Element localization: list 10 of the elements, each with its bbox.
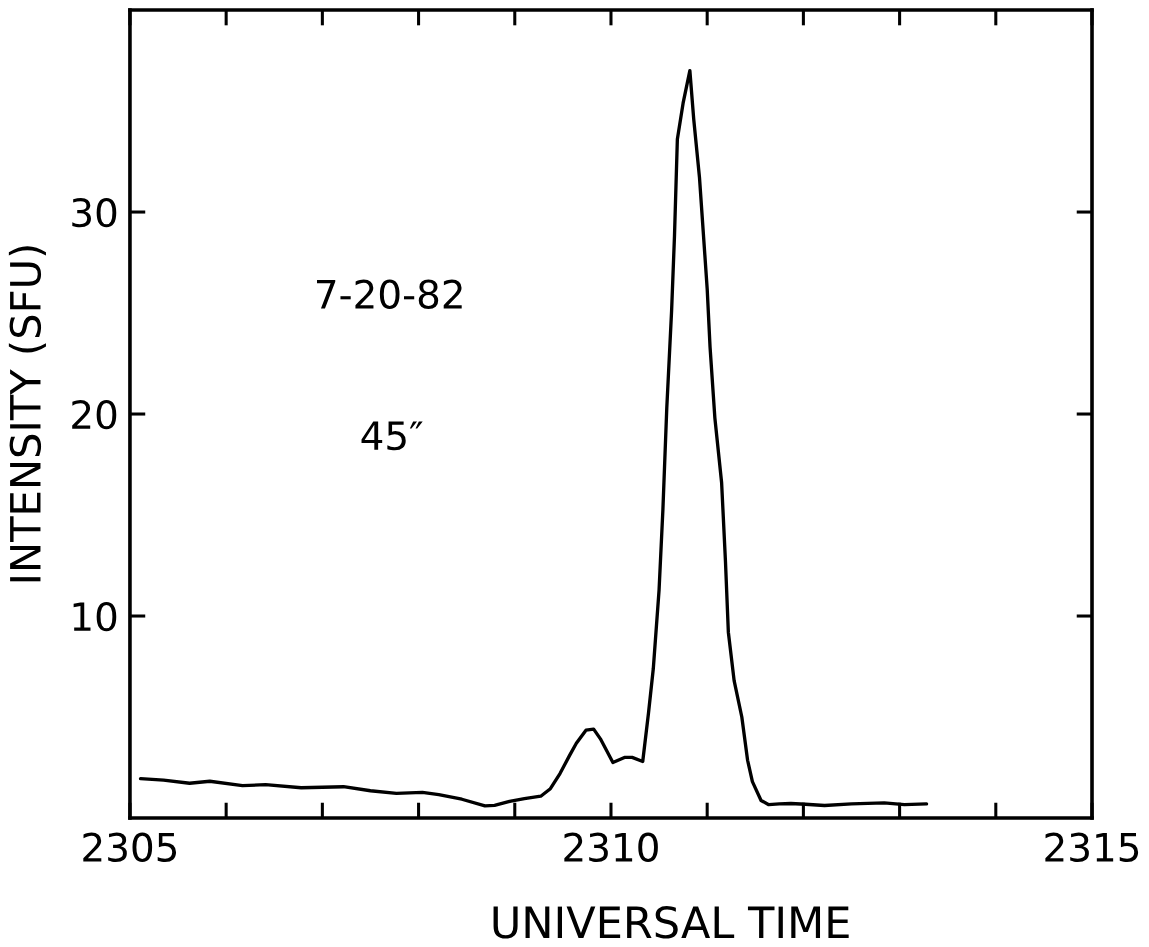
y-tick-label: 20 (72, 399, 117, 430)
y-tick-label: 10 (73, 601, 117, 632)
x-axis-title: UNIVERSAL TIME (493, 906, 849, 939)
y-tick-label: 30 (72, 197, 117, 228)
annotation: 7-20-82 (317, 279, 462, 309)
x-tick-label: 2305 (83, 832, 177, 863)
y-axis-title: INTENSITY (SFU) (8, 246, 46, 582)
annotation: 45″ (361, 421, 423, 451)
x-tick-label: 2315 (1045, 832, 1139, 863)
x-tick-label: 2310 (564, 832, 658, 863)
